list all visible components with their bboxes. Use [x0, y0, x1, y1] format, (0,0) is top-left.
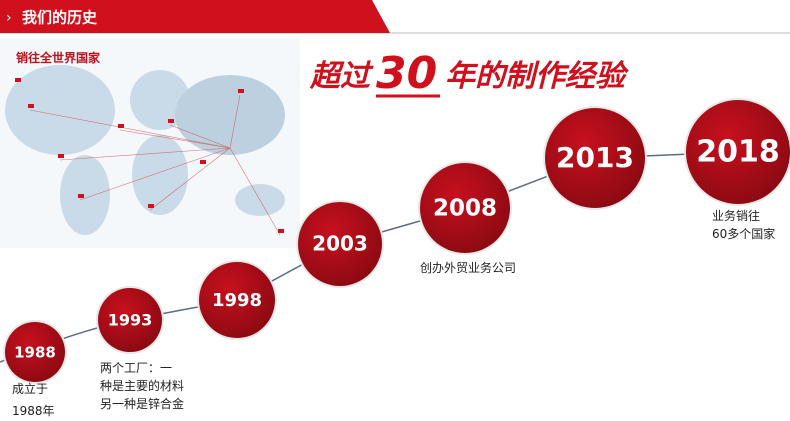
milestone-year: 2008 [433, 196, 497, 222]
milestone-year: 2003 [312, 232, 368, 256]
slogan: 超过 30 年的制作经验 [309, 48, 629, 99]
milestone-text: 种是主要的材料 [100, 378, 184, 393]
milestone-text: 业务销往 [712, 208, 760, 223]
milestone-text: 成立于 [12, 381, 48, 396]
milestone-circle [545, 108, 645, 208]
header-arrow: › [6, 10, 12, 26]
slogan-after: 年的制作经验 [445, 59, 629, 94]
milestone-circle [298, 202, 382, 286]
milestone-text: 1988年 [12, 404, 55, 418]
milestone-circle [686, 100, 790, 204]
header-bar [0, 0, 390, 33]
milestone-circle [98, 288, 162, 352]
milestone-text: 另一种是锌合金 [100, 396, 184, 411]
milestone-text: 两个工厂：一 [100, 361, 172, 375]
milestone-circle [420, 163, 510, 253]
milestone-year: 1998 [212, 290, 262, 311]
milestone-year: 2018 [696, 135, 780, 170]
milestone-text: 创办外贸业务公司 [420, 260, 516, 275]
header-title: 我们的历史 [22, 9, 98, 27]
milestone-year: 1993 [108, 311, 153, 330]
milestone-text: 60多个国家 [712, 226, 775, 241]
slogan-number: 30 [376, 48, 437, 99]
milestone-circle [5, 322, 65, 382]
milestone-circle [199, 262, 275, 338]
milestone-year: 1988 [14, 344, 56, 362]
milestone-year: 2013 [556, 141, 634, 174]
world-map [0, 38, 300, 248]
slogan-before: 超过 [309, 59, 374, 94]
map-label: 销往全世界国家 [16, 50, 101, 65]
